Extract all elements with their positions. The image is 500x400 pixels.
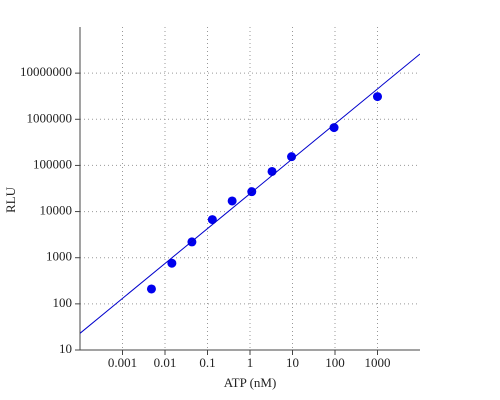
y-tick-label: 1000 <box>46 249 72 264</box>
data-point <box>267 166 277 176</box>
y-tick-label: 1000000 <box>27 110 73 125</box>
x-axis-label: ATP (nM) <box>224 375 277 390</box>
y-tick-label: 100 <box>53 295 73 310</box>
x-tick-label: 1000 <box>365 355 391 370</box>
y-tick-label: 10 <box>59 341 72 356</box>
data-point <box>227 196 237 206</box>
fit-line <box>80 53 420 334</box>
x-tick-label: 0.01 <box>154 355 177 370</box>
y-tick-label: 10000 <box>40 203 73 218</box>
x-tick-label: 1 <box>247 355 254 370</box>
y-tick-label: 100000 <box>33 156 72 171</box>
data-point <box>167 258 177 268</box>
x-tick-label: 0.1 <box>199 355 215 370</box>
y-tick-label: 10000000 <box>20 64 72 79</box>
data-point <box>207 215 217 225</box>
data-point <box>329 123 339 133</box>
data-point <box>287 152 297 162</box>
y-axis-label: RLU <box>3 186 18 213</box>
data-point <box>373 92 382 102</box>
x-tick-label: 100 <box>325 355 345 370</box>
x-tick-label: 10 <box>286 355 299 370</box>
x-tick-label: 0.001 <box>108 355 137 370</box>
data-point <box>146 284 156 294</box>
